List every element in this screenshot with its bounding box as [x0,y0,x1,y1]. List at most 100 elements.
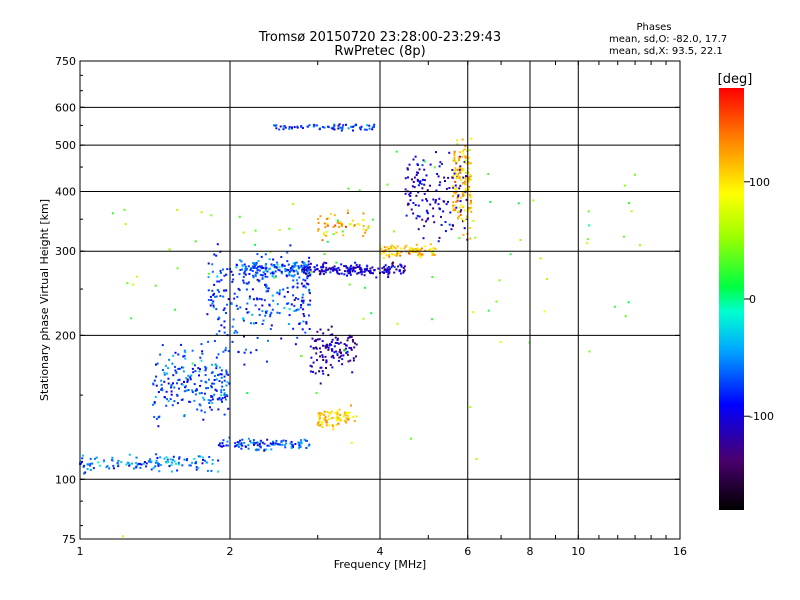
data-point [422,237,425,240]
data-point [177,463,180,466]
data-point [353,346,356,349]
data-point [319,366,322,369]
data-point [349,347,352,350]
data-point [223,379,226,382]
data-point [412,158,415,161]
data-point [207,387,209,389]
data-point [259,266,262,269]
data-point [252,298,255,301]
data-point [460,169,463,172]
data-point [319,270,322,273]
data-point [222,350,225,353]
data-point [212,306,215,309]
data-point [161,387,163,390]
data-point [293,310,296,312]
data-point [252,262,255,265]
data-point [345,421,348,424]
data-point [337,342,340,345]
data-point [201,350,204,353]
data-point [196,408,199,411]
data-point [231,340,234,343]
data-point [432,253,435,256]
data-point [335,231,338,234]
data-point [358,264,361,267]
data-point [325,367,327,369]
data-point [429,163,432,166]
data-point [340,263,343,266]
data-point [265,290,268,293]
data-point [276,261,279,264]
data-point [369,270,372,273]
data-point [155,453,158,456]
data-point [191,389,194,392]
data-point [425,174,428,177]
data-point [327,217,330,220]
data-point [237,445,240,448]
data-point [420,247,423,250]
data-point [613,305,616,308]
data-point [290,274,293,277]
data-point [256,444,259,447]
data-point [225,394,228,397]
data-point [355,355,357,358]
data-point [304,279,307,282]
data-point [143,461,146,463]
data-point [220,369,223,372]
data-point [245,267,248,270]
data-point [456,172,458,175]
data-point [207,272,210,275]
data-point [346,270,349,273]
data-point [328,418,331,420]
data-point [218,280,221,283]
data-point [335,419,338,422]
data-point [354,270,357,273]
data-point [452,204,454,207]
data-point [236,307,239,310]
data-point [294,343,297,346]
data-point [303,264,306,267]
data-point [225,384,228,387]
data-point [264,268,267,271]
data-point [258,297,261,300]
data-point [223,393,226,396]
data-point [409,247,412,249]
data-point [335,417,338,420]
data-point [258,443,261,445]
data-point [237,287,240,290]
data-point [265,311,268,314]
data-point [225,371,228,374]
data-point [266,360,268,363]
data-point [243,351,246,354]
data-point [539,257,542,260]
data-point [325,360,328,363]
data-point [220,324,223,327]
data-point [341,363,344,366]
data-point [343,415,345,418]
data-point [300,282,303,285]
data-point [308,443,311,446]
data-point [137,462,140,465]
data-point [158,470,161,473]
data-point [329,363,332,366]
data-point [333,351,336,354]
data-point [421,164,424,167]
data-point [463,227,466,230]
data-point [89,464,92,467]
data-point [171,362,174,365]
data-point [178,378,181,381]
data-point [362,225,365,228]
data-point [338,418,341,421]
data-point [321,426,324,429]
data-point [451,169,454,171]
data-point [340,129,343,132]
data-point [259,440,262,443]
data-point [458,177,461,180]
data-point [330,355,333,358]
data-point [177,353,180,356]
data-point [172,374,175,377]
data-point [223,307,226,310]
data-point [256,336,259,339]
data-point [310,365,313,368]
data-point [260,274,263,277]
data-point [291,268,294,271]
